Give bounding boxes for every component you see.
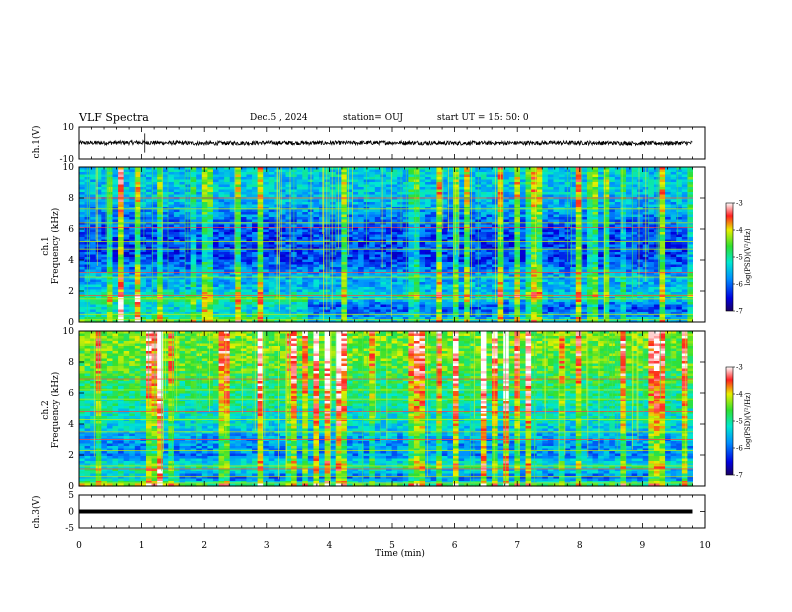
xtick-label: 7	[514, 541, 520, 551]
ytick-label-ch2-spectrogram: 6	[68, 389, 74, 399]
x-axis-label: Time (min)	[375, 549, 425, 559]
ch3-waveform-ylabel: ch.3(V)	[32, 495, 42, 529]
ch2-spectro-ylabel-1: ch.2	[41, 400, 51, 420]
xtick-label: 0	[76, 541, 82, 551]
colorbar-tick-label: -6	[736, 281, 743, 289]
ytick-label-ch2-spectrogram: 8	[68, 358, 74, 368]
ytick-label-ch1-spectrogram: 2	[68, 287, 74, 297]
ch2-spectro-ylabel-2: Frequency (kHz)	[51, 371, 61, 449]
ch1-waveform-ylabel: ch.1(V)	[32, 125, 42, 159]
colorbar-tick-label: -3	[736, 200, 743, 208]
spectrogram-ch1	[79, 167, 705, 323]
ch1-spectro-ylabel-2: Frequency (kHz)	[51, 207, 61, 285]
spectrogram-ch2	[79, 331, 705, 487]
date-label: Dec.5 , 2024	[250, 113, 308, 123]
ch1-spectro-ylabel-1: ch.1	[41, 236, 51, 256]
xtick-label: 1	[139, 541, 145, 551]
colorbar-tick-label: -5	[736, 254, 743, 262]
station-label: station= OUJ	[343, 113, 404, 123]
ytick-label-ch2-spectrogram: 4	[68, 420, 74, 430]
ytick-label-ch1-spectrogram: 0	[68, 318, 74, 328]
ch2-colorbar-label: log(PSD)(V²/Hz)	[744, 392, 752, 450]
ytick-label-ch3-waveform: 0	[68, 508, 74, 518]
xtick-label: 5	[389, 541, 395, 551]
ytick-label-ch1-waveform: -10	[60, 155, 75, 165]
colorbar-tick-label: -7	[736, 472, 743, 480]
xtick-label: 3	[264, 541, 270, 551]
colorbar-ch1-spectrogram	[725, 202, 734, 312]
xtick-label: 6	[452, 541, 458, 551]
colorbar-tick-label: -7	[736, 308, 743, 316]
colorbar-tick-label: -4	[736, 227, 743, 235]
ytick-label-ch3-waveform: 5	[68, 491, 74, 501]
ytick-label-ch3-waveform: -5	[65, 524, 74, 534]
colorbar-tick-label: -3	[736, 364, 743, 372]
ytick-label-ch1-spectrogram: 10	[63, 163, 75, 173]
ytick-label-ch1-waveform: 10	[63, 123, 75, 133]
xtick-label: 10	[699, 541, 711, 551]
start-time-label: start UT = 15: 50: 0	[437, 113, 529, 123]
xtick-label: 9	[640, 541, 646, 551]
ytick-label-ch1-spectrogram: 8	[68, 194, 74, 204]
colorbar-tick-label: -5	[736, 418, 743, 426]
xtick-label: 4	[327, 541, 333, 551]
waveform-ch1	[78, 133, 693, 153]
ch1-colorbar-label: log(PSD)(V²/Hz)	[744, 228, 752, 286]
colorbar-tick-label: -6	[736, 445, 743, 453]
figure-title: VLF Spectra	[79, 111, 149, 124]
ytick-label-ch1-spectrogram: 6	[68, 225, 74, 235]
ch1-waveform-trace	[78, 139, 693, 147]
ytick-label-ch2-spectrogram: 10	[63, 327, 75, 337]
colorbar-tick-label: -4	[736, 391, 743, 399]
xtick-label: 2	[201, 541, 207, 551]
ytick-label-ch2-spectrogram: 2	[68, 451, 74, 461]
xtick-label: 8	[577, 541, 583, 551]
ytick-label-ch1-spectrogram: 4	[68, 256, 74, 266]
ytick-label-ch2-spectrogram: 0	[68, 482, 74, 492]
colorbar-ch2-spectrogram	[725, 366, 734, 476]
